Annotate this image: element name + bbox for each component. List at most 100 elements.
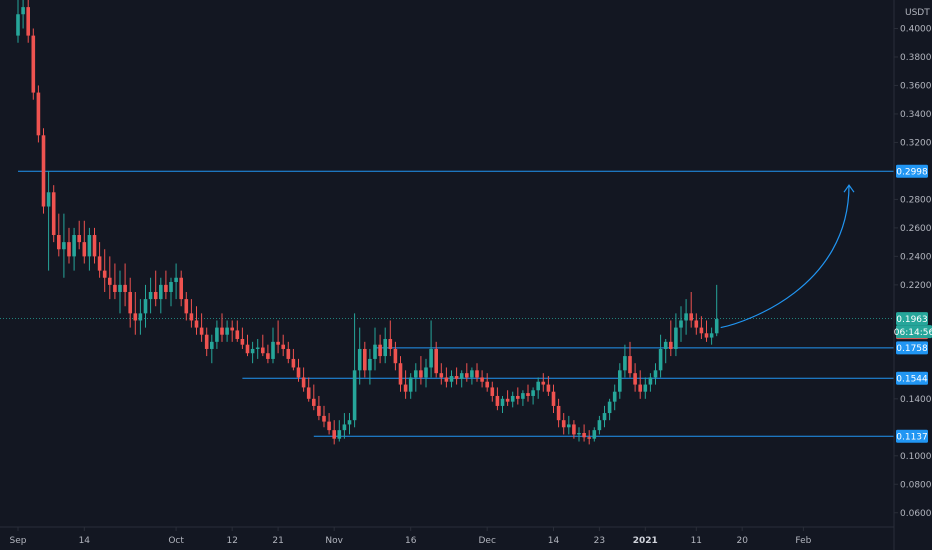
candle[interactable] — [113, 263, 117, 300]
candle[interactable] — [31, 28, 36, 100]
candle[interactable] — [62, 213, 66, 278]
candle[interactable] — [643, 377, 648, 399]
candle[interactable] — [669, 320, 673, 357]
projection-arrow-path[interactable] — [720, 185, 850, 329]
candle[interactable] — [561, 413, 566, 435]
candle[interactable] — [388, 320, 393, 357]
candle[interactable] — [230, 320, 234, 342]
candle[interactable] — [322, 405, 326, 428]
candle[interactable] — [159, 277, 163, 314]
candle[interactable] — [536, 377, 540, 399]
candle[interactable] — [281, 334, 285, 357]
candle[interactable] — [454, 367, 459, 385]
candle[interactable] — [250, 341, 255, 364]
candle[interactable] — [194, 306, 199, 335]
candle[interactable] — [225, 320, 229, 342]
candle[interactable] — [612, 384, 617, 411]
candle[interactable] — [296, 358, 301, 382]
candle[interactable] — [210, 334, 214, 364]
candle[interactable] — [261, 334, 265, 357]
candle[interactable] — [87, 227, 92, 271]
candle[interactable] — [174, 263, 178, 300]
candle[interactable] — [658, 334, 663, 378]
candle[interactable] — [286, 341, 291, 364]
candle[interactable] — [526, 384, 530, 402]
candle[interactable] — [97, 242, 102, 278]
candle[interactable] — [291, 348, 296, 371]
candle[interactable] — [312, 384, 316, 411]
candle[interactable] — [623, 344, 627, 378]
candle[interactable] — [521, 390, 525, 406]
candle[interactable] — [434, 341, 438, 378]
candle[interactable] — [546, 376, 551, 396]
candle[interactable] — [57, 213, 61, 257]
candle[interactable] — [123, 263, 127, 307]
candle[interactable] — [347, 413, 352, 435]
candle[interactable] — [505, 390, 510, 406]
candle[interactable] — [128, 277, 132, 328]
candle[interactable] — [36, 85, 41, 143]
candle[interactable] — [92, 227, 97, 264]
candle[interactable] — [352, 313, 357, 428]
candle[interactable] — [245, 334, 250, 357]
candle[interactable] — [77, 220, 81, 250]
candle[interactable] — [373, 327, 377, 371]
candle[interactable] — [393, 341, 398, 371]
candle[interactable] — [118, 270, 122, 314]
candle[interactable] — [317, 395, 321, 421]
candle[interactable] — [220, 313, 224, 342]
candle[interactable] — [108, 256, 112, 300]
candle[interactable] — [679, 306, 683, 342]
candle[interactable] — [663, 338, 668, 364]
candle[interactable] — [72, 227, 76, 271]
candle[interactable] — [67, 227, 71, 264]
candle[interactable] — [403, 370, 408, 399]
candle[interactable] — [653, 363, 658, 385]
candle[interactable] — [82, 220, 87, 264]
candle[interactable] — [327, 413, 331, 435]
candle[interactable] — [102, 249, 107, 292]
candle[interactable] — [684, 299, 688, 335]
price-axis[interactable]: 0.4000 0.3800 0.3600 0.3400 0.3200 0.2800 0.26… — [894, 24, 932, 519]
candle[interactable] — [572, 420, 576, 439]
candle[interactable] — [459, 370, 464, 388]
candle[interactable] — [164, 270, 168, 300]
candle[interactable] — [551, 384, 556, 414]
candle[interactable] — [306, 377, 311, 402]
candle[interactable] — [556, 398, 561, 428]
candle[interactable] — [414, 363, 418, 392]
candle[interactable] — [638, 370, 642, 399]
candle[interactable] — [628, 341, 632, 378]
candle[interactable] — [510, 391, 515, 408]
candle[interactable] — [444, 367, 449, 388]
candle[interactable] — [597, 415, 602, 435]
candle[interactable] — [46, 170, 51, 271]
candle[interactable] — [301, 367, 306, 392]
candle[interactable] — [602, 405, 607, 428]
candle[interactable] — [189, 299, 194, 328]
candle[interactable] — [148, 277, 153, 314]
candle[interactable] — [266, 344, 270, 364]
candle[interactable] — [714, 284, 719, 337]
candle[interactable] — [26, 0, 30, 43]
candle[interactable] — [465, 363, 469, 382]
candle[interactable] — [378, 334, 382, 364]
candle[interactable] — [674, 313, 678, 357]
candle[interactable] — [398, 356, 403, 392]
candle[interactable] — [516, 387, 520, 405]
candle[interactable] — [133, 291, 138, 335]
candle[interactable] — [153, 270, 158, 307]
candle[interactable] — [541, 373, 546, 392]
candle[interactable] — [495, 387, 500, 411]
candle[interactable] — [439, 363, 444, 385]
candle[interactable] — [704, 320, 709, 342]
candle[interactable] — [567, 415, 571, 435]
candle[interactable] — [592, 427, 597, 442]
candle[interactable] — [490, 381, 495, 402]
candle[interactable] — [475, 363, 479, 382]
candle[interactable] — [337, 420, 342, 442]
candle[interactable] — [240, 327, 245, 349]
candle[interactable] — [363, 341, 367, 378]
candle[interactable] — [138, 299, 143, 335]
candle[interactable] — [342, 413, 347, 439]
